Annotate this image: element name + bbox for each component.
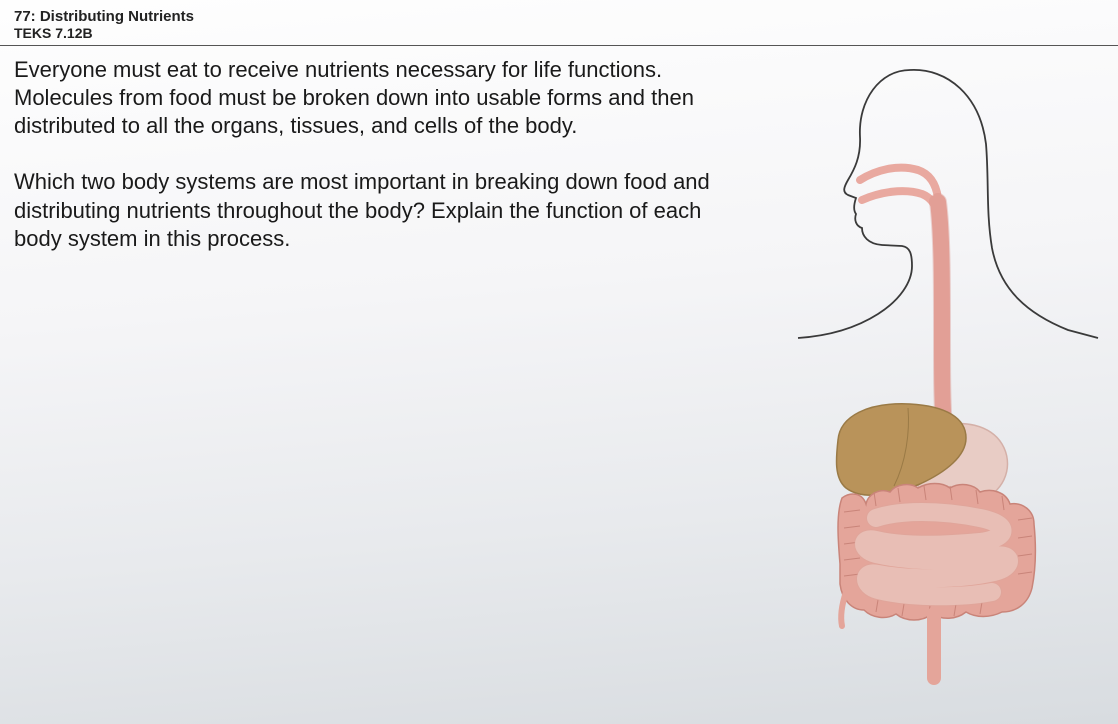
head-outline (798, 70, 912, 338)
anatomy-svg (780, 52, 1100, 692)
question-text-block: Everyone must eat to receive nutrients n… (14, 56, 714, 253)
question-header: 77: Distributing Nutrients TEKS 7.12B (0, 0, 1118, 46)
nasal-passage (860, 168, 938, 214)
intro-paragraph: Everyone must eat to receive nutrients n… (14, 56, 714, 140)
question-number-title: 77: Distributing Nutrients (14, 8, 1104, 25)
esophagus-outline (938, 202, 944, 428)
digestive-system-diagram (780, 52, 1100, 692)
question-paragraph: Which two body systems are most importan… (14, 168, 714, 252)
content-area: Everyone must eat to receive nutrients n… (0, 46, 1118, 724)
appendix (841, 592, 846, 626)
teks-standard: TEKS 7.12B (14, 25, 1104, 41)
